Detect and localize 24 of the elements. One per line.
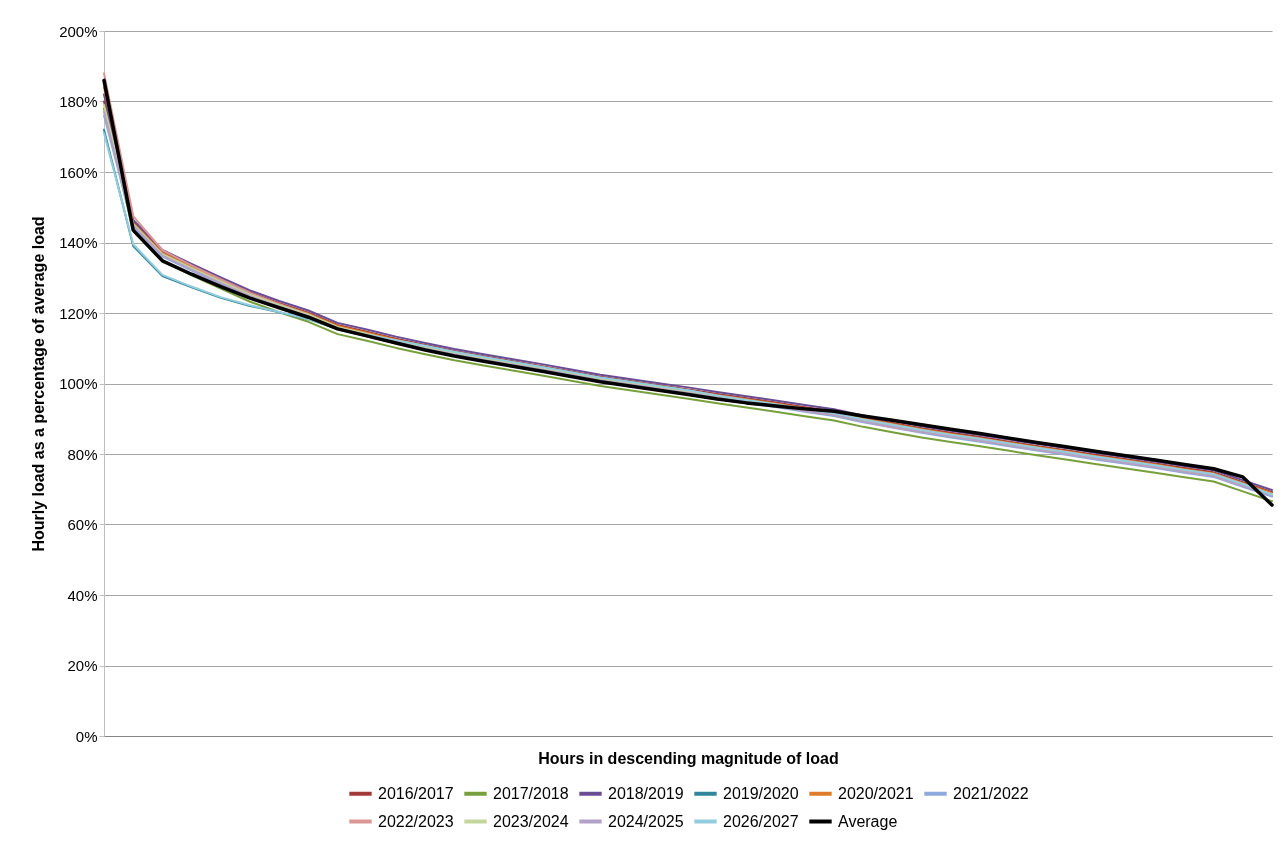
- y-tick-label: 140%: [59, 234, 98, 251]
- y-tick-label: 60%: [67, 516, 98, 533]
- legend-label: 2021/2022: [953, 784, 1029, 802]
- y-axis-title: Hourly load as a percentage of average load: [30, 216, 48, 552]
- y-tick-label: 0%: [75, 727, 98, 745]
- legend-label: 2026/2027: [723, 812, 799, 830]
- legend-label: 2022/2023: [378, 812, 454, 830]
- y-tick-label: 200%: [59, 22, 98, 40]
- legend-label: 2016/2017: [378, 784, 454, 802]
- y-tick-label: 80%: [67, 445, 98, 463]
- y-tick-label: 100%: [59, 375, 98, 392]
- legend-label: 2018/2019: [608, 784, 684, 802]
- y-tick-label: 20%: [67, 657, 98, 674]
- x-axis-title: Hours in descending magnitude of load: [538, 749, 839, 767]
- legend-label: 2019/2020: [723, 784, 799, 802]
- y-tick-label: 40%: [67, 586, 98, 604]
- y-tick-label: 120%: [59, 304, 98, 322]
- legend-label: Average: [838, 812, 898, 830]
- y-tick-label: 160%: [59, 163, 98, 181]
- legend-label: 2017/2018: [493, 784, 569, 802]
- legend-label: 2023/2024: [493, 812, 569, 830]
- y-tick-label: 180%: [59, 93, 98, 110]
- legend-label: 2024/2025: [608, 812, 684, 830]
- legend-label: 2020/2021: [838, 784, 914, 802]
